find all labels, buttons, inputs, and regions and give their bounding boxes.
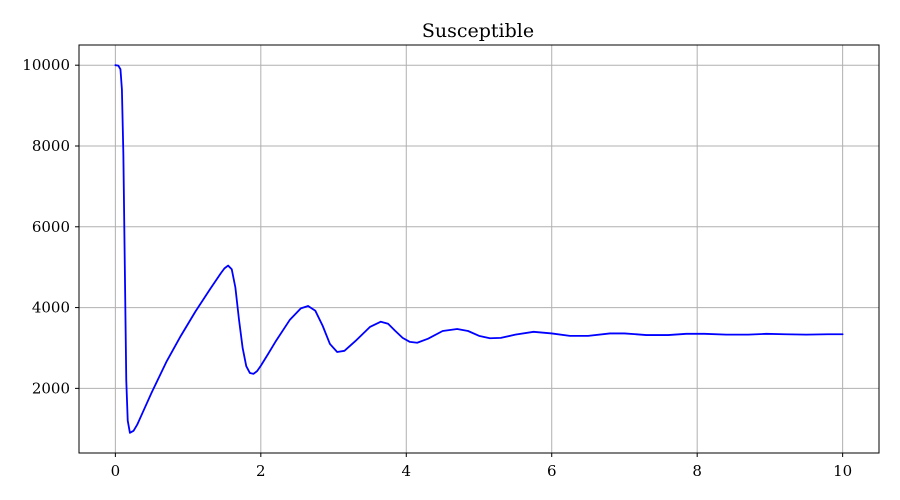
axis-ticks: 0 2 4 6 8 10 2000 4000 6000 8000 10000: [22, 56, 852, 480]
series-layer: [114, 64, 844, 434]
grid: [79, 45, 879, 453]
chart-title: Susceptible: [422, 20, 534, 42]
y-tick-label: 2000: [32, 379, 70, 397]
y-tick-label: 4000: [32, 299, 70, 317]
y-tick-label: 6000: [32, 218, 70, 236]
x-tick-label: 6: [547, 462, 557, 480]
x-tick-label: 8: [692, 462, 702, 480]
plot-area-frame: [78, 44, 880, 454]
y-tick-label: 8000: [32, 137, 70, 155]
y-tick-label: 10000: [22, 56, 70, 74]
x-tick-label: 10: [833, 462, 852, 480]
series-line: [114, 64, 844, 434]
x-tick-label: 4: [401, 462, 411, 480]
x-tick-label: 2: [256, 462, 266, 480]
x-tick-label: 0: [111, 462, 121, 480]
